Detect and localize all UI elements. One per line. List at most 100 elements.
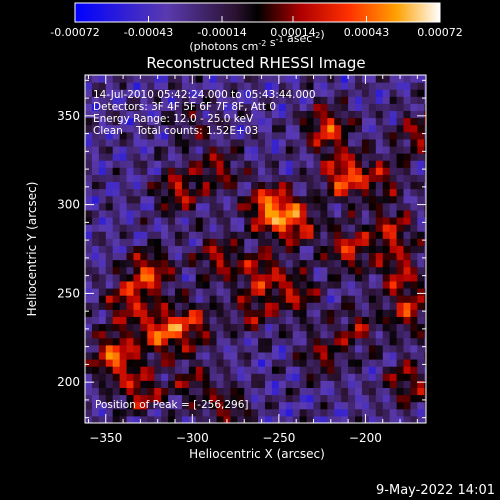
heatmap-pixel — [202, 344, 211, 353]
heatmap-pixel — [85, 380, 93, 388]
heatmap-pixel — [278, 302, 287, 310]
annotation-detectors: Detectors: 3F 4F 5F 6F 7F 8F, Att 0 — [93, 101, 276, 113]
heatmap-pixel — [278, 110, 287, 119]
heatmap-pixel — [424, 401, 426, 410]
heatmap-pixel — [410, 160, 418, 168]
heatmap-pixel — [355, 160, 363, 168]
heatmap-pixel — [105, 89, 114, 97]
heatmap-pixel — [119, 280, 128, 289]
heatmap-pixel — [175, 245, 183, 254]
heatmap-pixel — [375, 188, 384, 197]
heatmap-pixel — [320, 401, 328, 410]
heatmap-pixel — [327, 351, 335, 360]
heatmap-pixel — [140, 138, 148, 147]
heatmap-pixel — [223, 153, 231, 161]
heatmap-pixel — [292, 160, 301, 168]
heatmap-pixel — [285, 415, 294, 423]
heatmap-pixel — [85, 188, 93, 197]
heatmap-pixel — [348, 259, 356, 268]
heatmap-pixel — [299, 408, 308, 417]
heatmap-pixel — [230, 231, 238, 239]
heatmap-pixel — [424, 167, 426, 175]
heatmap-pixel — [368, 387, 377, 396]
heatmap-pixel — [341, 344, 349, 353]
heatmap-pixel — [230, 110, 238, 119]
heatmap-pixel — [112, 209, 121, 218]
heatmap-pixel — [278, 160, 287, 168]
heatmap-pixel — [382, 174, 391, 183]
heatmap-pixel — [209, 373, 218, 381]
heatmap-pixel — [98, 131, 107, 140]
heatmap-pixel — [209, 138, 218, 147]
heatmap-pixel — [292, 202, 301, 211]
heatmap-pixel — [313, 273, 321, 282]
heatmap-pixel — [188, 330, 197, 339]
heatmap-pixel — [355, 188, 363, 197]
heatmap-pixel — [417, 337, 425, 346]
heatmap-pixel — [410, 217, 418, 225]
heatmap-pixel — [341, 288, 349, 296]
heatmap-pixel — [202, 103, 211, 112]
heatmap-pixel — [320, 82, 328, 90]
heatmap-pixel — [202, 380, 211, 388]
heatmap-pixel — [202, 316, 211, 325]
heatmap-pixel — [154, 202, 162, 211]
heatmap-pixel — [265, 96, 273, 104]
heatmap-pixel — [85, 124, 93, 133]
heatmap-pixel — [230, 117, 238, 126]
heatmap-pixel — [133, 174, 141, 183]
heatmap-pixel — [361, 89, 370, 97]
heatmap-pixel — [361, 387, 370, 396]
heatmap-pixel — [375, 110, 384, 119]
heatmap-pixel — [361, 359, 370, 367]
heatmap-pixel — [154, 138, 162, 147]
heatmap-pixel — [147, 387, 155, 396]
heatmap-pixel — [271, 351, 280, 360]
heatmap-pixel — [105, 366, 114, 374]
heatmap-pixel — [375, 75, 384, 83]
heatmap-pixel — [348, 238, 356, 246]
heatmap-pixel — [230, 408, 238, 417]
heatmap-pixel — [334, 117, 342, 126]
heatmap-pixel — [334, 89, 342, 97]
heatmap-pixel — [341, 337, 349, 346]
heatmap-pixel — [105, 117, 114, 126]
heatmap-pixel — [91, 344, 100, 353]
heatmap-pixel — [348, 146, 356, 154]
heatmap-pixel — [424, 366, 426, 374]
heatmap-pixel — [168, 231, 176, 239]
heatmap-pixel — [112, 288, 121, 296]
heatmap-pixel — [299, 110, 308, 119]
heatmap-pixel — [112, 366, 121, 374]
heatmap-pixel — [188, 273, 197, 282]
annotation-block: 14-Jul-2010 05:42:24.000 to 05:43:44.000… — [93, 89, 316, 137]
heatmap-pixel — [292, 209, 301, 218]
heatmap-pixel — [355, 288, 363, 296]
heatmap-pixel — [396, 295, 404, 303]
heatmap-pixel — [285, 75, 294, 83]
heatmap-pixel — [244, 344, 252, 353]
heatmap-pixel — [299, 89, 308, 97]
heatmap-pixel — [244, 89, 252, 97]
heatmap-pixel — [341, 167, 349, 175]
heatmap-pixel — [355, 387, 363, 396]
heatmap-pixel — [410, 231, 418, 239]
heatmap-pixel — [361, 323, 370, 332]
heatmap-pixel — [375, 302, 384, 310]
heatmap-pixel — [278, 373, 287, 381]
heatmap-pixel — [313, 174, 321, 183]
heatmap-pixel — [265, 373, 273, 381]
heatmap-pixel — [285, 401, 294, 410]
heatmap-pixel — [285, 160, 294, 168]
heatmap-pixel — [98, 288, 107, 296]
heatmap-pixel — [327, 330, 335, 339]
heatmap-pixel — [119, 96, 128, 104]
heatmap-pixel — [334, 387, 342, 396]
heatmap-pixel — [313, 238, 321, 246]
heatmap-pixel — [424, 231, 426, 239]
heatmap-pixel — [244, 266, 252, 275]
heatmap-pixel — [361, 138, 370, 147]
heatmap-pixel — [327, 174, 335, 183]
heatmap-pixel — [389, 288, 398, 296]
heatmap-pixel — [382, 280, 391, 289]
